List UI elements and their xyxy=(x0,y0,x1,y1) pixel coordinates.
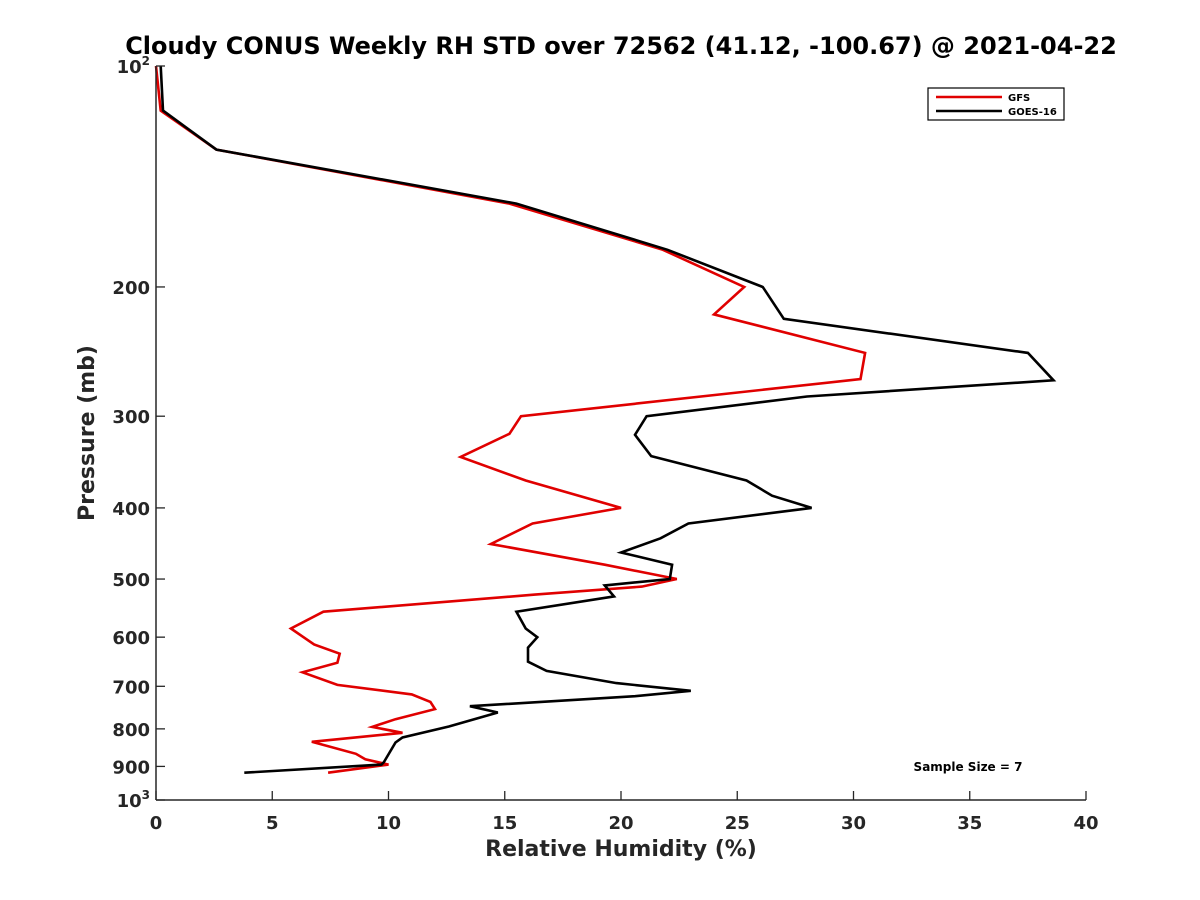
y-tick-label: 400 xyxy=(112,499,150,520)
x-tick-label: 0 xyxy=(150,813,163,834)
y-ticks: 102 200 300 400 500 600 700 800 900 103 xyxy=(112,54,165,812)
y-tick-label: 200 xyxy=(112,278,150,299)
y-tick-label: 300 xyxy=(112,407,150,428)
x-tick-label: 30 xyxy=(841,813,866,834)
x-tick-label: 5 xyxy=(266,813,279,834)
x-tick-label: 35 xyxy=(957,813,982,834)
x-tick-label: 20 xyxy=(608,813,633,834)
sample-size-annotation: Sample Size = 7 xyxy=(914,760,1023,774)
x-tick-label: 40 xyxy=(1073,813,1098,834)
x-ticks: 0 5 10 15 20 25 30 35 40 xyxy=(150,791,1099,834)
y-tick-label: 600 xyxy=(112,628,150,649)
y-tick-label: 102 xyxy=(117,54,150,78)
legend-box xyxy=(927,87,1065,121)
legend-label-gfs: GFS xyxy=(1008,93,1030,104)
plot-area: 0 5 10 15 20 25 30 35 40 102 200 300 400 500 600 700 80… xyxy=(112,54,1098,834)
legend: GFS GOES-16 xyxy=(927,87,1065,121)
x-tick-label: 25 xyxy=(725,813,750,834)
series-layer xyxy=(154,65,1057,774)
y-tick-label: 900 xyxy=(112,757,150,778)
legend-label-goes16: GOES-16 xyxy=(1008,107,1057,118)
y-axis-label: Pressure (mb) xyxy=(75,345,100,521)
x-axis-label: Relative Humidity (%) xyxy=(485,837,757,862)
chart-title: Cloudy CONUS Weekly RH STD over 72562 (4… xyxy=(125,32,1117,60)
x-tick-label: 15 xyxy=(492,813,517,834)
series-line-gfs xyxy=(154,65,867,774)
y-tick-label: 500 xyxy=(112,570,150,591)
x-tick-label: 10 xyxy=(376,813,401,834)
series-line-goes16 xyxy=(159,65,1057,774)
y-tick-label: 700 xyxy=(112,677,150,698)
y-tick-label: 800 xyxy=(112,720,150,741)
y-tick-label: 103 xyxy=(117,788,150,812)
